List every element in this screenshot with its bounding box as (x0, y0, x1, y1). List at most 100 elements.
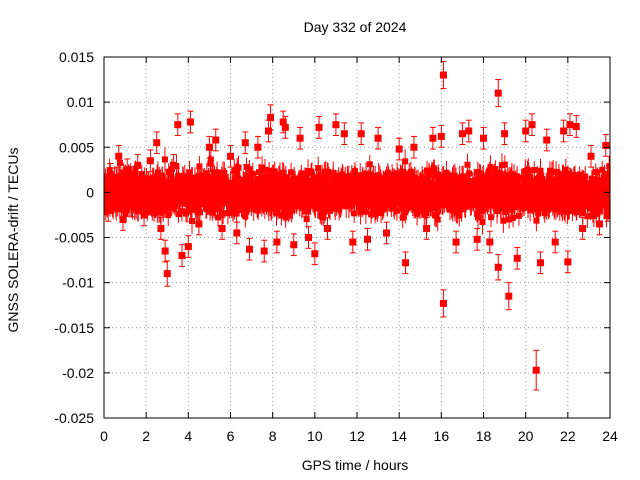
noise-point (514, 173, 521, 180)
noise-point (506, 216, 513, 223)
noise-point (196, 209, 203, 216)
noise-point (135, 208, 142, 215)
noise-point (391, 177, 398, 184)
noise-point (510, 214, 517, 221)
noise-point (475, 206, 482, 213)
noise-point (354, 178, 361, 185)
noise-point (168, 166, 175, 173)
noise-point (282, 174, 289, 181)
noise-point (429, 170, 436, 177)
noise-point (393, 199, 400, 206)
noise-point (186, 169, 193, 176)
noise-point (576, 171, 583, 178)
noise-point (122, 210, 129, 217)
noise-point (368, 211, 375, 218)
noise-point (500, 217, 507, 224)
noise-point (351, 210, 358, 217)
noise-point (215, 214, 222, 221)
noise-point (278, 212, 285, 219)
noise-point (394, 207, 401, 214)
noise-point (175, 211, 182, 218)
noise-point (426, 171, 433, 178)
noise-point (224, 210, 231, 217)
noise-point (488, 214, 495, 221)
noise-point (506, 198, 513, 205)
noise-point (366, 161, 373, 168)
noise-point (552, 181, 559, 188)
noise-point (206, 183, 213, 190)
noise-point (486, 174, 493, 181)
noise-point (222, 174, 229, 181)
noise-point (553, 169, 560, 176)
noise-point (320, 214, 327, 221)
noise-point (454, 209, 461, 216)
noise-point (492, 175, 499, 182)
noise-point (487, 202, 494, 209)
noise-point (273, 206, 280, 213)
noise-point (207, 160, 214, 167)
noise-point (317, 178, 324, 185)
noise-point (210, 169, 217, 176)
noise-point (502, 208, 509, 215)
noise-point (403, 205, 410, 212)
noise-point (407, 168, 414, 175)
noise-point (571, 172, 578, 179)
noise-point (345, 175, 352, 182)
noise-point (319, 187, 326, 194)
noise-point (138, 171, 145, 178)
noise-point (515, 212, 522, 219)
noise-point (486, 167, 493, 174)
noise-point (235, 164, 242, 171)
noise-point (451, 172, 458, 179)
noise-point (144, 209, 151, 216)
noise-point (490, 202, 497, 209)
noise-point (239, 206, 246, 213)
noise-point (160, 207, 167, 214)
noise-point (242, 213, 249, 220)
noise-point (327, 207, 334, 214)
noise-point (434, 216, 441, 223)
noise-point (262, 166, 269, 173)
noise-point (324, 189, 331, 196)
noise-point (492, 166, 499, 173)
noise-point (150, 174, 157, 181)
noise-point (389, 171, 396, 178)
noise-point (483, 175, 490, 182)
noise-point (359, 204, 366, 211)
noise-point (531, 167, 538, 174)
noise-point (519, 174, 525, 181)
noise-point (271, 168, 278, 175)
noise-point (267, 191, 274, 198)
noise-point (185, 177, 192, 184)
noise-point (232, 201, 239, 208)
noise-point (203, 206, 210, 213)
noise-point (308, 170, 315, 177)
noise-point (582, 173, 589, 180)
noise-point (580, 179, 587, 186)
noise-point (380, 204, 387, 211)
noise-point (288, 169, 295, 176)
noise-point (433, 213, 440, 220)
noise-point (154, 169, 161, 176)
noise-point (479, 218, 486, 225)
noise-point (294, 199, 301, 206)
noise-point (335, 172, 342, 179)
noise-point (464, 161, 471, 168)
noise-point (266, 167, 273, 174)
noise-point (401, 170, 408, 177)
noise-point (394, 170, 401, 177)
noise-point (207, 156, 214, 163)
noise-point (466, 170, 473, 177)
noise-point (178, 208, 185, 215)
noise-point (338, 179, 345, 186)
noise-point (566, 203, 573, 210)
noise-point (533, 217, 540, 224)
noise-point (189, 218, 195, 225)
noise-point (106, 166, 113, 173)
noise-point (348, 200, 355, 207)
noise-point (491, 171, 498, 178)
noise-point (165, 168, 172, 175)
noise-point (477, 198, 484, 205)
